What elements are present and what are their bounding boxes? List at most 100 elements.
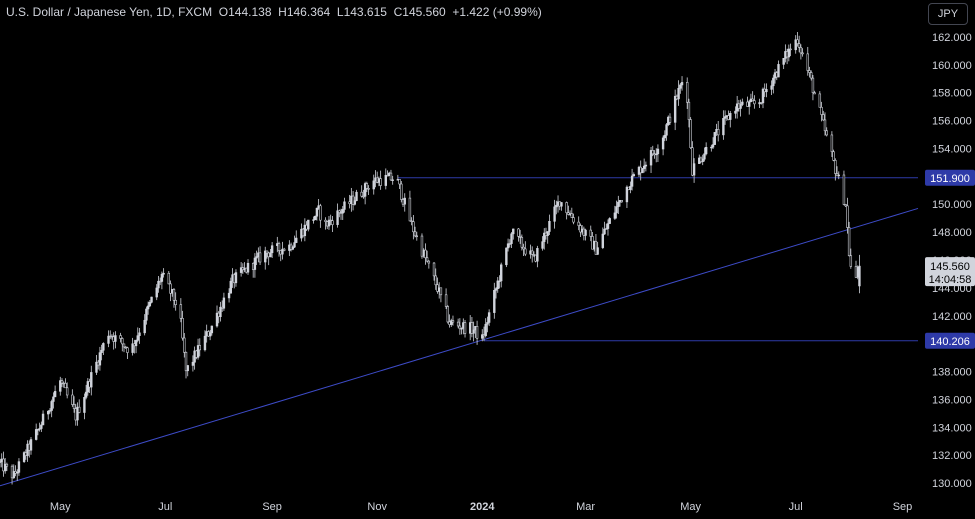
candle-body xyxy=(630,175,634,187)
candle-body xyxy=(704,147,708,155)
candle xyxy=(229,277,232,294)
candle xyxy=(765,83,768,98)
candle-body xyxy=(36,429,40,431)
candle xyxy=(410,217,413,226)
candle-body xyxy=(522,246,525,250)
candle-body xyxy=(655,153,658,156)
candle xyxy=(687,98,691,128)
candle-body xyxy=(577,221,580,226)
candle-body xyxy=(360,191,363,197)
candle xyxy=(553,199,556,229)
candle xyxy=(615,200,618,219)
candle xyxy=(84,384,88,400)
candle-body xyxy=(398,179,401,185)
candle-body xyxy=(620,200,623,203)
candle-body xyxy=(806,53,809,71)
y-tick-label: 134.000 xyxy=(932,422,972,434)
candle xyxy=(312,216,315,224)
candle xyxy=(710,144,713,152)
candle-body xyxy=(834,160,837,174)
candle-body xyxy=(424,249,427,259)
candle-body xyxy=(734,110,737,114)
candle-body xyxy=(59,380,62,392)
trend-line xyxy=(0,207,919,487)
candle-body xyxy=(823,119,827,132)
time-axis[interactable]: May Jul Sep Nov 2024 Mar May Jul Sep xyxy=(50,501,912,513)
candle xyxy=(601,227,605,250)
candle-body xyxy=(625,186,629,203)
candle xyxy=(277,241,281,257)
candle xyxy=(255,250,258,265)
candle xyxy=(425,250,429,263)
candle-body xyxy=(644,164,648,167)
candle xyxy=(796,32,799,47)
candle-body xyxy=(822,114,825,121)
candle-body xyxy=(22,452,26,462)
candle xyxy=(641,167,644,174)
candle-body xyxy=(842,174,846,205)
candle-body xyxy=(198,345,201,351)
candle-body xyxy=(596,247,599,255)
candle-body xyxy=(432,262,436,277)
candle-body xyxy=(157,280,160,289)
candle xyxy=(808,66,811,78)
candle xyxy=(847,221,851,257)
candle-body xyxy=(338,210,341,213)
candle xyxy=(439,287,443,303)
candle-body xyxy=(277,243,281,251)
candle xyxy=(665,123,668,141)
currency-button[interactable]: JPY xyxy=(928,3,968,25)
candle xyxy=(293,235,296,248)
candle-body xyxy=(413,231,417,237)
candle-body xyxy=(313,215,317,221)
candle-body xyxy=(12,471,15,479)
candle xyxy=(794,35,797,54)
candle-body xyxy=(184,351,188,372)
candle-body xyxy=(95,361,98,373)
candle-body xyxy=(498,280,501,282)
x-tick-label: Mar xyxy=(576,501,595,513)
candle-body xyxy=(717,129,720,136)
candle-body xyxy=(451,320,455,323)
candle xyxy=(338,209,341,218)
candle xyxy=(603,221,606,235)
candle xyxy=(625,185,629,208)
candle-body xyxy=(530,250,534,255)
candle-body xyxy=(439,287,443,296)
x-tick-label: Nov xyxy=(367,501,387,513)
candle-body xyxy=(565,202,568,214)
candle xyxy=(336,203,339,228)
candle-body xyxy=(3,463,7,472)
candle xyxy=(269,249,272,258)
candle xyxy=(656,144,660,162)
candle-body xyxy=(765,89,768,93)
candle-body xyxy=(351,195,355,205)
candle xyxy=(363,181,367,205)
candle xyxy=(413,226,417,238)
candle-body xyxy=(319,205,322,221)
candle-body xyxy=(331,220,334,225)
candle-body xyxy=(787,48,791,58)
candle xyxy=(324,217,327,230)
candle xyxy=(100,344,103,361)
candle xyxy=(834,158,837,181)
candle-body xyxy=(191,361,195,366)
candle xyxy=(751,91,754,102)
candle xyxy=(208,330,212,341)
candle-body xyxy=(546,231,549,236)
candle-body xyxy=(269,252,272,258)
candle xyxy=(391,175,394,185)
candle-body xyxy=(772,77,775,87)
candle xyxy=(577,216,580,231)
candle xyxy=(644,161,648,172)
candle-body xyxy=(751,98,754,101)
candle-body xyxy=(138,332,141,336)
candle xyxy=(589,225,592,242)
candle-body xyxy=(629,186,632,190)
candle-body xyxy=(555,204,558,208)
candle xyxy=(59,376,62,396)
candle xyxy=(186,365,189,377)
candle-body xyxy=(265,250,269,254)
